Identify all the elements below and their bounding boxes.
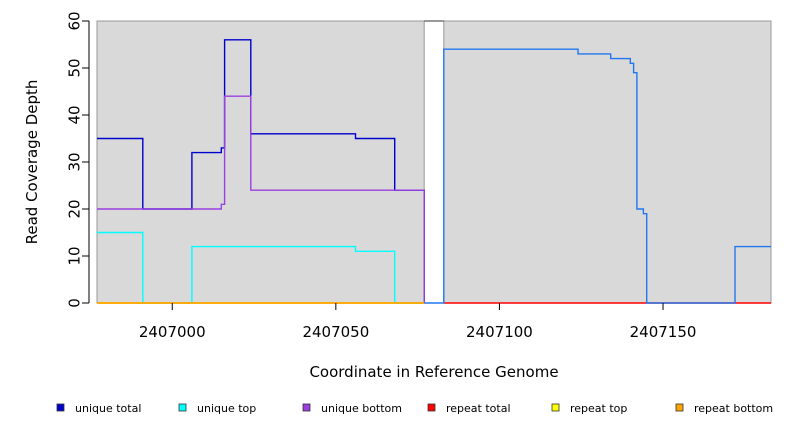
plot-background-0 [96, 20, 425, 304]
legend-swatch-unique-top [178, 403, 187, 412]
legend-swatch-unique-total [56, 403, 65, 412]
legend-swatch-repeat-top [551, 403, 560, 412]
legend-swatch-repeat-total [427, 403, 436, 412]
plot-background-1 [443, 20, 772, 304]
legend-label-repeat-total: repeat total [446, 402, 511, 415]
y-tick-label: 50 [65, 58, 83, 77]
x-tick-label: 2407100 [466, 323, 533, 341]
legend-label-unique-bottom: unique bottom [321, 402, 402, 415]
legend-swatch-unique-bottom [302, 403, 311, 412]
x-tick-label: 2407050 [302, 323, 369, 341]
legend-label-unique-total: unique total [75, 402, 141, 415]
legend-label-repeat-bottom: repeat bottom [694, 402, 773, 415]
y-tick-label: 10 [65, 246, 83, 265]
y-tick-label: 30 [65, 152, 83, 171]
y-axis-title: Read Coverage Depth [23, 80, 41, 245]
y-tick-label: 20 [65, 199, 83, 218]
x-tick-label: 2407150 [630, 323, 697, 341]
series-line-coverage-6-0 [424, 48, 771, 304]
legend-label-repeat-top: repeat top [570, 402, 627, 415]
x-axis-title: Coordinate in Reference Genome [309, 363, 558, 381]
x-tick-label: 2407000 [139, 323, 206, 341]
plot-panel [96, 20, 772, 304]
axes-layer: 0 10 20 30 40 50 60 2407000 2407050 2407100 240715… [65, 11, 697, 341]
y-tick-label: 0 [65, 298, 83, 308]
y-tick-label: 60 [65, 11, 83, 30]
legend-label-unique-top: unique top [197, 402, 256, 415]
series-line-unique-top-0 [97, 231, 425, 304]
legend: unique total unique top unique bottom repea… [56, 402, 773, 415]
legend-swatch-repeat-bottom [675, 403, 684, 412]
series-layer [97, 39, 771, 304]
y-tick-label: 40 [65, 105, 83, 124]
series-line-unique-bottom-0 [97, 95, 425, 303]
